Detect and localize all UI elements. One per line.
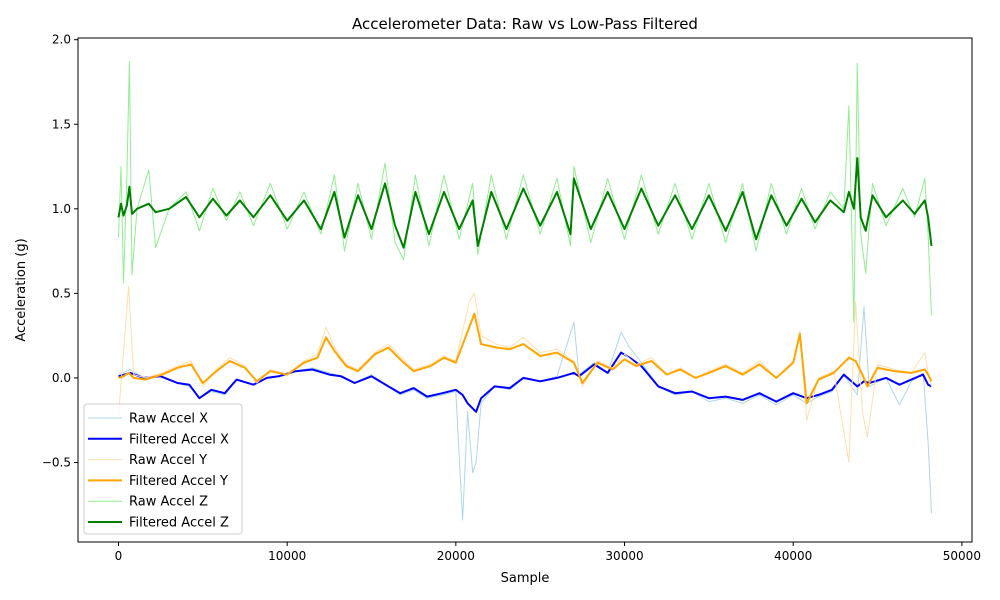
- series-line-filtered-accel-x: [118, 351, 932, 413]
- y-tick-label: 0.0: [52, 371, 71, 385]
- legend-label-raw-accel-z: Raw Accel Z: [129, 495, 208, 510]
- plot-frame: [77, 37, 973, 543]
- series-layer: [117, 61, 933, 521]
- x-tick-label: 0: [115, 549, 123, 563]
- series-line-raw-accel-y: [118, 286, 932, 463]
- legend-label-filtered-accel-z: Filtered Accel Z: [129, 516, 229, 531]
- x-axis: 0 10000 20000 30000 40000 50000: [115, 542, 981, 563]
- x-tick-label: 50000: [943, 549, 981, 563]
- y-tick-label: 2.0: [52, 33, 71, 47]
- y-tick-label: 1.5: [52, 117, 71, 131]
- series-line-raw-accel-z: [118, 61, 932, 323]
- legend: Raw Accel X Filtered Accel X Raw Accel Y Fi…: [83, 403, 243, 535]
- y-tick-label: 0.5: [52, 286, 71, 300]
- x-tick-label: 20000: [437, 549, 475, 563]
- y-axis-label: Acceleration (g): [14, 238, 29, 341]
- series-line-filtered-accel-y: [118, 312, 933, 405]
- chart-title: Accelerometer Data: Raw vs Low-Pass Filt…: [352, 15, 698, 33]
- legend-label-filtered-accel-y: Filtered Accel Y: [129, 474, 228, 489]
- legend-label-raw-accel-y: Raw Accel Y: [129, 453, 207, 468]
- x-tick-label: 30000: [605, 549, 643, 563]
- x-tick-label: 10000: [268, 549, 306, 563]
- y-tick-label: −0.5: [42, 456, 71, 470]
- y-axis: −0.5 0.0 0.5 1.0 1.5 2.0: [42, 33, 78, 470]
- y-tick-label: 1.0: [52, 202, 71, 216]
- series-line-filtered-accel-z: [117, 157, 933, 249]
- legend-label-filtered-accel-x: Filtered Accel X: [129, 432, 229, 447]
- legend-box: [83, 403, 243, 535]
- legend-label-raw-accel-x: Raw Accel X: [129, 412, 208, 427]
- x-tick-label: 40000: [774, 549, 812, 563]
- x-axis-label: Sample: [501, 571, 550, 586]
